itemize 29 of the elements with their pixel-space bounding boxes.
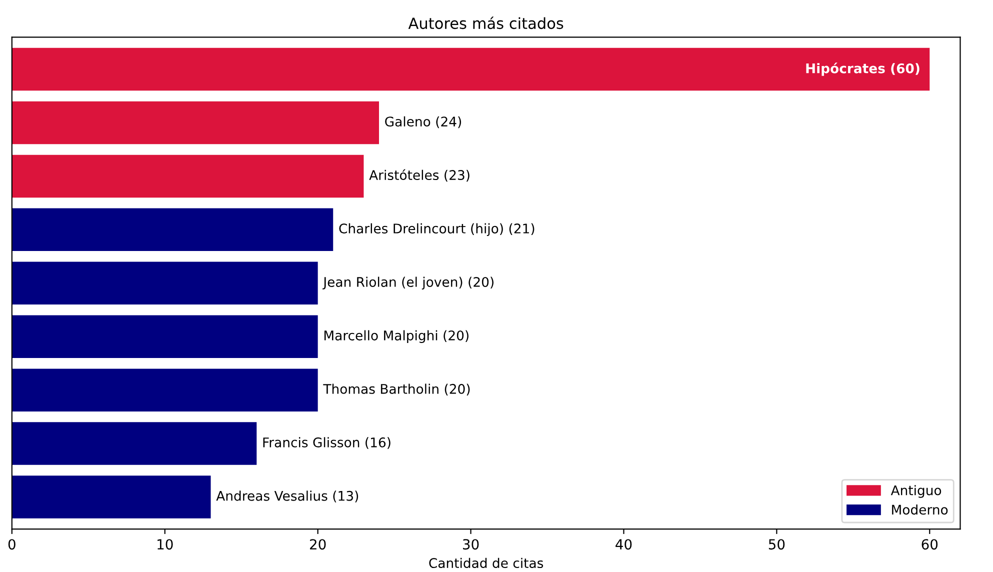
bar (12, 208, 334, 252)
bar (12, 476, 211, 518)
data-label: Thomas Bartholin (20) (323, 384, 470, 396)
data-label: Francis Glisson (16) (263, 437, 390, 449)
legend-label: Moderno (892, 504, 948, 515)
bar (12, 48, 930, 91)
bar (12, 154, 364, 198)
bar (12, 262, 318, 305)
data-label: Charles Drelincourt (hijo) (21) (339, 223, 534, 236)
bar (12, 422, 257, 465)
x-tick-label: 20 (310, 539, 326, 550)
data-label: Andreas Vesalius (13) (216, 490, 358, 502)
data-label: Jean Riolan (el joven) (20) (322, 276, 494, 290)
x-tick-label: 50 (768, 539, 785, 550)
data-label: Marcello Malpighi (20) (324, 330, 468, 343)
x-tick-label: 0 (8, 539, 16, 550)
data-label: Aristóteles (23) (369, 169, 470, 182)
x-tick-label: 30 (463, 539, 479, 550)
chart-title: Autores más citados (408, 16, 564, 30)
x-tick-label: 40 (616, 539, 632, 550)
legend-label: Antiguo (890, 485, 942, 498)
bar (12, 368, 318, 412)
x-axis-title: Cantidad de citas (429, 558, 544, 568)
data-label: Hipócrates (60) (806, 62, 920, 76)
data-label: Galeno (24) (385, 116, 462, 128)
x-tick-label: 10 (158, 539, 173, 550)
bar (12, 101, 380, 144)
x-tick-label: 60 (922, 539, 938, 550)
bar (12, 315, 318, 358)
